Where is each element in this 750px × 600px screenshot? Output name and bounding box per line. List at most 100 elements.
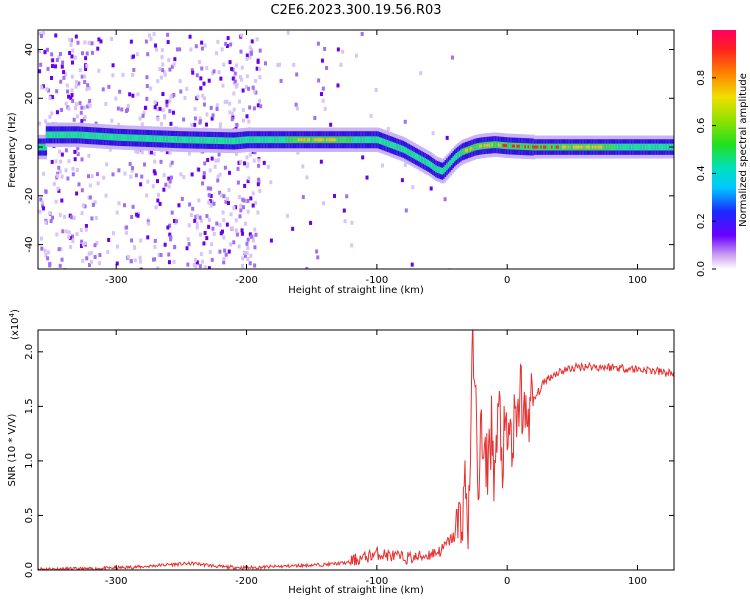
spectrogram-noise-cell — [168, 99, 172, 104]
spectrogram-noise-cell — [253, 150, 257, 155]
spectrogram-noise-cell — [161, 92, 165, 97]
spectrogram-noise-cell — [246, 237, 250, 242]
spectrogram-noise-cell — [226, 36, 230, 41]
spectrogram-band-mid — [305, 136, 309, 144]
spectrogram-noise-cell — [70, 74, 74, 79]
spectrogram-noise-cell — [145, 83, 149, 88]
spectrogram-noise-cell — [223, 248, 227, 253]
spectrogram-band-core — [585, 145, 589, 149]
spectrogram-band-mid — [247, 136, 251, 144]
spectrogram-noise-cell — [71, 98, 75, 103]
spectrogram-noise-cell — [165, 103, 169, 108]
spectrogram-noise-cell — [248, 45, 252, 50]
spectrogram-noise-cell — [254, 200, 258, 205]
spectrogram-band-core — [543, 145, 546, 149]
spectrogram-noise-cell — [316, 255, 320, 260]
spectrogram-noise-cell — [56, 186, 60, 191]
spectrogram-noise-cell — [153, 105, 157, 110]
spectrogram-band-mid — [400, 145, 404, 153]
spectrogram-noise-cell — [234, 151, 238, 156]
spectrogram-noise-cell — [209, 105, 213, 110]
spectrogram-noise-cell — [80, 74, 84, 79]
spectrogram-noise-cell — [256, 103, 260, 108]
spectrogram-noise-cell — [342, 208, 346, 213]
snr-x-tick-label: 0 — [504, 576, 510, 587]
spectrogram-noise-cell — [429, 186, 433, 191]
spectrogram-band-mid — [649, 143, 653, 151]
spectrogram-noise-cell — [124, 230, 128, 235]
spectrogram-band-mid — [141, 134, 145, 142]
spectrogram-band-mid — [188, 136, 191, 144]
spectrogram-band-core — [527, 145, 531, 149]
spectrogram-noise-cell — [72, 117, 76, 122]
spectrogram-noise-cell — [213, 164, 217, 169]
spectrogram-noise-cell — [114, 96, 118, 101]
spectrogram-band-core — [469, 147, 473, 151]
spectrogram-noise-cell — [257, 177, 261, 182]
spectrogram-noise-cell — [175, 219, 179, 224]
spectrogram-noise-cell — [75, 114, 79, 119]
spectrogram-noise-cell — [167, 176, 171, 181]
spectrogram-noise-cell — [152, 151, 156, 156]
snr-x-tick-label: -300 — [105, 576, 128, 587]
spectrogram-noise-cell — [205, 236, 209, 241]
spectrogram-noise-cell — [135, 212, 139, 217]
spectrogram-noise-cell — [80, 157, 84, 162]
spectrogram-noise-cell — [116, 106, 120, 111]
spectrogram-band-mid — [616, 143, 620, 151]
spectrogram-noise-cell — [243, 161, 247, 166]
spectrogram-noise-cell — [211, 113, 215, 118]
spectrogram-noise-cell — [75, 149, 79, 154]
spectrogram-noise-cell — [221, 83, 225, 88]
spectrogram-noise-cell — [199, 218, 203, 223]
snr-y-tick-label: 1.0 — [24, 453, 35, 469]
spectrogram-noise-cell — [57, 165, 61, 170]
spectrogram-noise-cell — [224, 41, 228, 46]
spectrogram-band-mid — [163, 135, 166, 143]
spectrogram-noise-cell — [210, 199, 214, 204]
spectrogram-noise-cell — [71, 48, 75, 53]
spectrogram-noise-cell — [183, 95, 187, 100]
spectrogram-noise-cell — [135, 52, 139, 57]
spectrogram-noise-cell — [107, 237, 111, 242]
spectrogram-noise-cell — [246, 198, 250, 203]
spectrogram-band-mid — [610, 143, 614, 151]
spectrogram-noise-cell — [166, 225, 170, 230]
spectrogram-band-mid — [493, 141, 496, 149]
spectrogram-noise-cell — [254, 90, 258, 95]
spectrogram-band-core — [579, 145, 582, 149]
spectrogram-band-mid — [203, 136, 207, 144]
spectrogram-noise-cell — [443, 197, 447, 202]
spectrogram-noise-cell — [207, 193, 211, 198]
spectrogram-noise-cell — [240, 231, 244, 236]
spectrogram-band-mid — [175, 136, 179, 143]
spectrogram-band-core — [499, 143, 503, 147]
spectrogram-band-mid — [195, 136, 199, 144]
spectrogram-band-core — [535, 145, 539, 149]
spectrogram-noise-cell — [341, 49, 345, 54]
spectrogram-noise-cell — [145, 96, 149, 101]
spectrogram-band-core — [317, 138, 321, 142]
spectrogram-noise-cell — [178, 47, 182, 52]
spectrogram-band-mid — [474, 143, 478, 151]
spectrogram-noise-cell — [241, 108, 245, 113]
spectrogram-band-mid — [294, 136, 298, 144]
spectrogram-noise-cell — [81, 51, 85, 56]
spectrogram-noise-cell — [315, 249, 319, 254]
spectrogram-noise-cell — [158, 201, 162, 206]
spectrogram-noise-cell — [256, 210, 260, 215]
spectrogram-band-mid — [238, 137, 241, 144]
spectrogram-band-mid — [192, 136, 196, 144]
spectrogram-noise-cell — [88, 103, 92, 108]
spectrogram-band-core — [599, 145, 603, 149]
spectrogram-band-mid — [627, 143, 631, 151]
spectrogram-band-mid — [397, 144, 401, 151]
snr-series-line — [38, 330, 674, 570]
spectrogram-band-mid — [403, 146, 407, 154]
spectrogram-band-mid — [241, 136, 245, 144]
spectrogram-noise-cell — [291, 226, 295, 231]
spectrogram-noise-cell — [81, 242, 85, 247]
spectrogram-noise-cell — [276, 63, 280, 68]
spectrogram-x-ticks: -300 -200 -100 0 100 — [105, 30, 647, 286]
spectrogram-noise-cell — [194, 44, 198, 49]
